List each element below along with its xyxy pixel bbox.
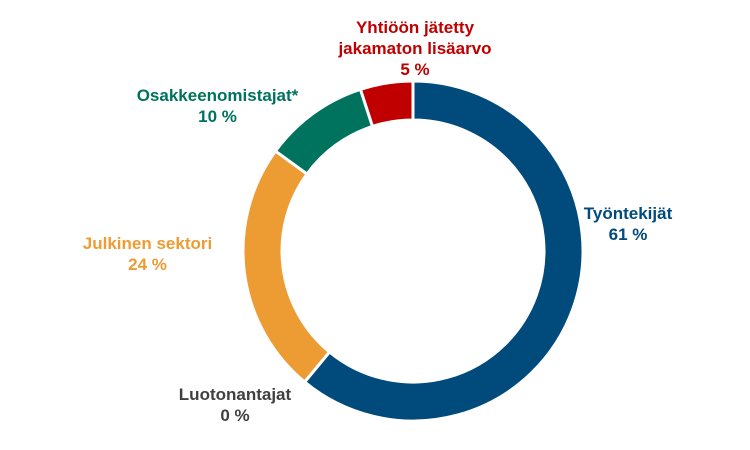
slice-value: 61 % bbox=[608, 225, 648, 244]
slice-name: Julkinen sektori bbox=[82, 234, 213, 253]
slice-value: 24 % bbox=[128, 255, 167, 274]
donut-slice-2 bbox=[241, 148, 332, 385]
slice-name-line-1: Yhtiöön jätetty bbox=[355, 18, 475, 37]
slice-label-tyontekijat: Työntekijät 61 % bbox=[568, 203, 688, 245]
slice-label-osakkeenomistajat: Osakkeenomistajat* 10 % bbox=[110, 85, 325, 127]
slice-value: 0 % bbox=[220, 406, 250, 425]
slice-label-luotonantajat: Luotonantajat 0 % bbox=[160, 384, 310, 426]
slice-name: Luotonantajat bbox=[178, 385, 292, 404]
donut-slice-4 bbox=[358, 79, 415, 129]
slice-value: 10 % bbox=[198, 107, 237, 126]
slice-value: 5 % bbox=[400, 60, 430, 79]
slice-label-jakamaton-lisaarvo: Yhtiöön jätetty jakamaton lisäarvo 5 % bbox=[305, 17, 525, 80]
donut-slice-0 bbox=[302, 79, 585, 423]
slice-label-julkinen-sektori: Julkinen sektori 24 % bbox=[60, 233, 235, 275]
slice-name: Työntekijät bbox=[583, 204, 673, 223]
slice-name-line-2: jakamaton lisäarvo bbox=[338, 39, 492, 58]
slice-name: Osakkeenomistajat* bbox=[136, 86, 299, 105]
